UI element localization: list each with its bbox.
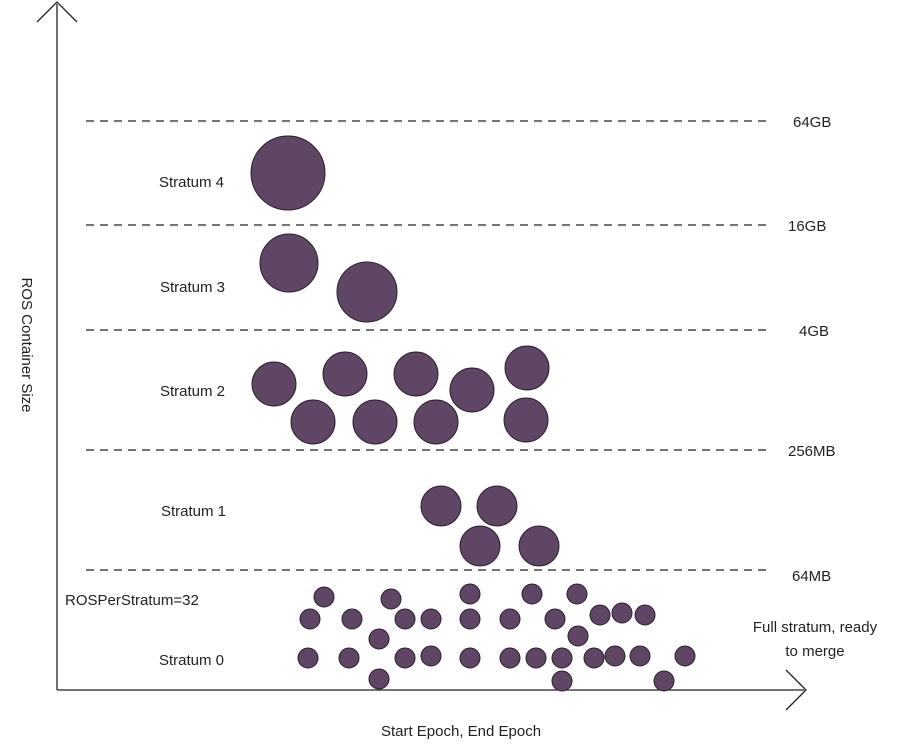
y-axis-label: ROS Container Size (18, 277, 35, 412)
stratum-0-container-12 (544, 608, 566, 630)
stratum-0-container-24 (525, 647, 547, 669)
stratum-2-container-4 (504, 345, 550, 391)
stratum-0-container-17 (567, 625, 589, 647)
stratum-0-container-2 (380, 588, 402, 610)
stratum-0-container-30 (368, 668, 390, 690)
threshold-label-64mb: 64MB (792, 568, 831, 585)
stratum-0-container-13 (589, 604, 611, 626)
stratum-0-container-8 (394, 608, 416, 630)
stratum-3-container-2 (336, 261, 398, 323)
annotation-line-2: to merge (785, 643, 844, 660)
stratum-0-container-3 (459, 583, 481, 605)
stratum-1-container-2 (476, 485, 518, 527)
stratum-2-container-5 (449, 367, 495, 413)
stratum-2-container-3 (393, 351, 439, 397)
x-axis-arrowhead (785, 669, 807, 711)
stratum-2-container-2 (322, 351, 368, 397)
stratum-0-container-18 (297, 647, 319, 669)
stratum-1-container-3 (459, 525, 501, 567)
stratum-0-container-23 (499, 647, 521, 669)
stratum-0-container-22 (459, 647, 481, 669)
stratum-0-container-26 (583, 647, 605, 669)
stratum-0-container-21 (420, 645, 442, 667)
stratum-0-container-4 (521, 583, 543, 605)
stratum-2-container-1 (251, 361, 297, 407)
stratum-label-3: Stratum 3 (160, 279, 225, 296)
stratum-0-container-11 (499, 608, 521, 630)
annotation-line-1: Full stratum, ready (753, 619, 878, 636)
x-axis-label: Start Epoch, End Epoch (381, 723, 541, 740)
stratum-2-container-8 (413, 399, 459, 445)
stratum-4-container-1 (250, 135, 326, 211)
stratum-0-container-16 (368, 628, 390, 650)
stratum-0-container-27 (604, 645, 626, 667)
threshold-label-256mb: 256MB (788, 443, 836, 460)
stratum-0-container-20 (394, 647, 416, 669)
stratum-label-0: Stratum 0 (159, 652, 224, 669)
threshold-label-64gb: 64GB (793, 114, 831, 131)
stratum-label-4: Stratum 4 (159, 174, 224, 191)
threshold-lines (86, 120, 772, 571)
threshold-label-4gb: 4GB (799, 323, 829, 340)
stratum-1-container-1 (420, 485, 462, 527)
stratum-0-container-10 (459, 608, 481, 630)
stratum-2-container-6 (290, 399, 336, 445)
stratum-0-container-15 (634, 604, 656, 626)
stratum-0-container-1 (313, 586, 335, 608)
stratum-0-container-25 (551, 647, 573, 669)
axes (36, 1, 807, 711)
stratum-0-container-31 (551, 670, 573, 692)
stratum-0-container-9 (420, 608, 442, 630)
stratum-0-container-19 (338, 647, 360, 669)
stratum-0-container-29 (674, 645, 696, 667)
stratum-0-container-6 (299, 608, 321, 630)
stratum-0-container-14 (611, 602, 633, 624)
stratum-1-container-4 (518, 525, 560, 567)
stratum-0-container-32 (653, 670, 675, 692)
stratum-3-container-1 (259, 233, 319, 293)
ros-containers (250, 135, 696, 692)
y-axis-arrowhead (36, 1, 78, 23)
stratum-0-container-28 (629, 645, 651, 667)
stratum-2-container-7 (352, 399, 398, 445)
stratum-0-container-7 (341, 608, 363, 630)
stratum-2-container-9 (503, 397, 549, 443)
stratum-label-1: Stratum 1 (161, 503, 226, 520)
threshold-label-16gb: 16GB (788, 218, 826, 235)
ros-per-stratum-label: ROSPerStratum=32 (65, 592, 199, 609)
stratum-0-container-5 (566, 583, 588, 605)
stratum-label-2: Stratum 2 (160, 383, 225, 400)
